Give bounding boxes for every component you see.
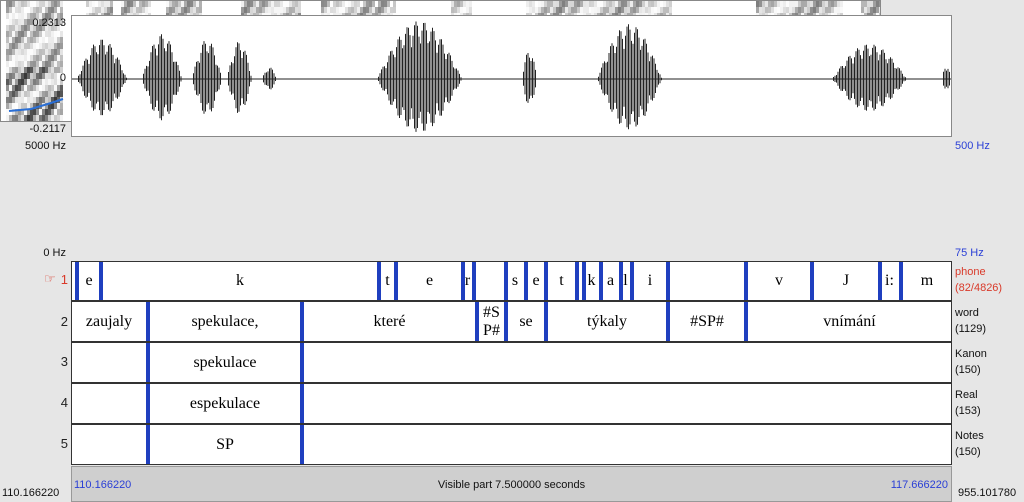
tier-3-number: 3 <box>60 354 68 369</box>
phone-interval[interactable]: i <box>647 272 653 289</box>
tier-4-number: 4 <box>60 395 68 410</box>
word-interval[interactable]: spekulace, <box>191 312 259 330</box>
phone-interval[interactable]: l <box>623 272 628 289</box>
word-interval[interactable]: vnímání <box>823 312 876 330</box>
tier-2-name: word (1129) <box>955 307 986 335</box>
kanon-interval[interactable]: spekulace <box>193 353 257 371</box>
word-interval[interactable]: týkaly <box>587 312 627 330</box>
visible-part-bar[interactable]: 110.166220 Visible part 7.500000 seconds… <box>71 466 952 502</box>
phone-interval[interactable]: v <box>775 272 783 289</box>
spectrogram-freq-min: 0 Hz <box>43 247 66 259</box>
waveform-amp-max: 0.2313 <box>32 17 66 29</box>
tier-4-name: Real (153) <box>955 389 981 417</box>
waveform-panel[interactable] <box>71 15 952 137</box>
tier-notes[interactable]: SP <box>71 424 952 465</box>
phone-interval[interactable]: r <box>464 272 471 289</box>
phone-interval[interactable]: s <box>511 272 519 289</box>
waveform-amp-zero: 0 <box>59 72 66 84</box>
tier-phone[interactable]: e k t e r s e t k a l i v J i: m <box>71 261 952 301</box>
tier-word[interactable]: zaujaly spekulace, které #SP# se týkaly … <box>71 301 952 342</box>
window-end-time: 955.101780 <box>958 487 1017 499</box>
word-interval[interactable]: #SP# <box>690 312 724 330</box>
phone-interval[interactable]: e <box>425 272 434 289</box>
word-interval[interactable]: zaujaly <box>85 312 133 330</box>
pitch-min-label: 75 Hz <box>955 247 984 259</box>
phone-interval[interactable]: J <box>842 272 850 289</box>
waveform-amp-min: -0.2117 <box>29 123 67 135</box>
phone-interval[interactable]: a <box>606 272 615 289</box>
tier-1-name: phone (82/4826) <box>955 266 1003 294</box>
tier-3-name: Kanon (150) <box>955 348 987 376</box>
phone-interval[interactable]: e <box>85 272 93 289</box>
phone-interval[interactable]: k <box>236 272 244 289</box>
notes-interval[interactable]: SP <box>216 435 234 453</box>
phone-interval[interactable]: k <box>587 272 596 289</box>
word-interval[interactable]: které <box>373 312 406 330</box>
tier-5-number: 5 <box>60 436 68 451</box>
waveform-plot <box>72 21 951 132</box>
pointing-hand-icon: ☞ <box>44 271 56 286</box>
tier-1-number: 1 <box>60 272 68 287</box>
window-start-time: 110.166220 <box>2 487 60 499</box>
word-interval[interactable]: se <box>519 312 533 330</box>
phone-interval[interactable]: m <box>920 272 934 289</box>
spectrogram-freq-max: 5000 Hz <box>25 140 66 152</box>
pitch-max-label: 500 Hz <box>955 140 990 152</box>
visible-end-time: 117.666220 <box>890 479 948 491</box>
phone-interval[interactable]: e <box>532 272 540 289</box>
real-interval[interactable]: espekulace <box>189 394 261 412</box>
phone-interval[interactable]: t <box>385 272 390 289</box>
word-interval[interactable]: #SP# <box>483 303 500 339</box>
tier-2-number: 2 <box>60 314 68 329</box>
tier-5-name: Notes (150) <box>955 430 984 458</box>
tier-kanon[interactable]: spekulace <box>71 342 952 383</box>
visible-part-label: Visible part 7.500000 seconds <box>437 479 586 491</box>
phone-interval[interactable]: t <box>559 272 564 289</box>
tier-real[interactable]: espekulace <box>71 383 952 424</box>
visible-start-time: 110.166220 <box>74 479 132 491</box>
phone-interval[interactable]: i: <box>885 272 894 289</box>
